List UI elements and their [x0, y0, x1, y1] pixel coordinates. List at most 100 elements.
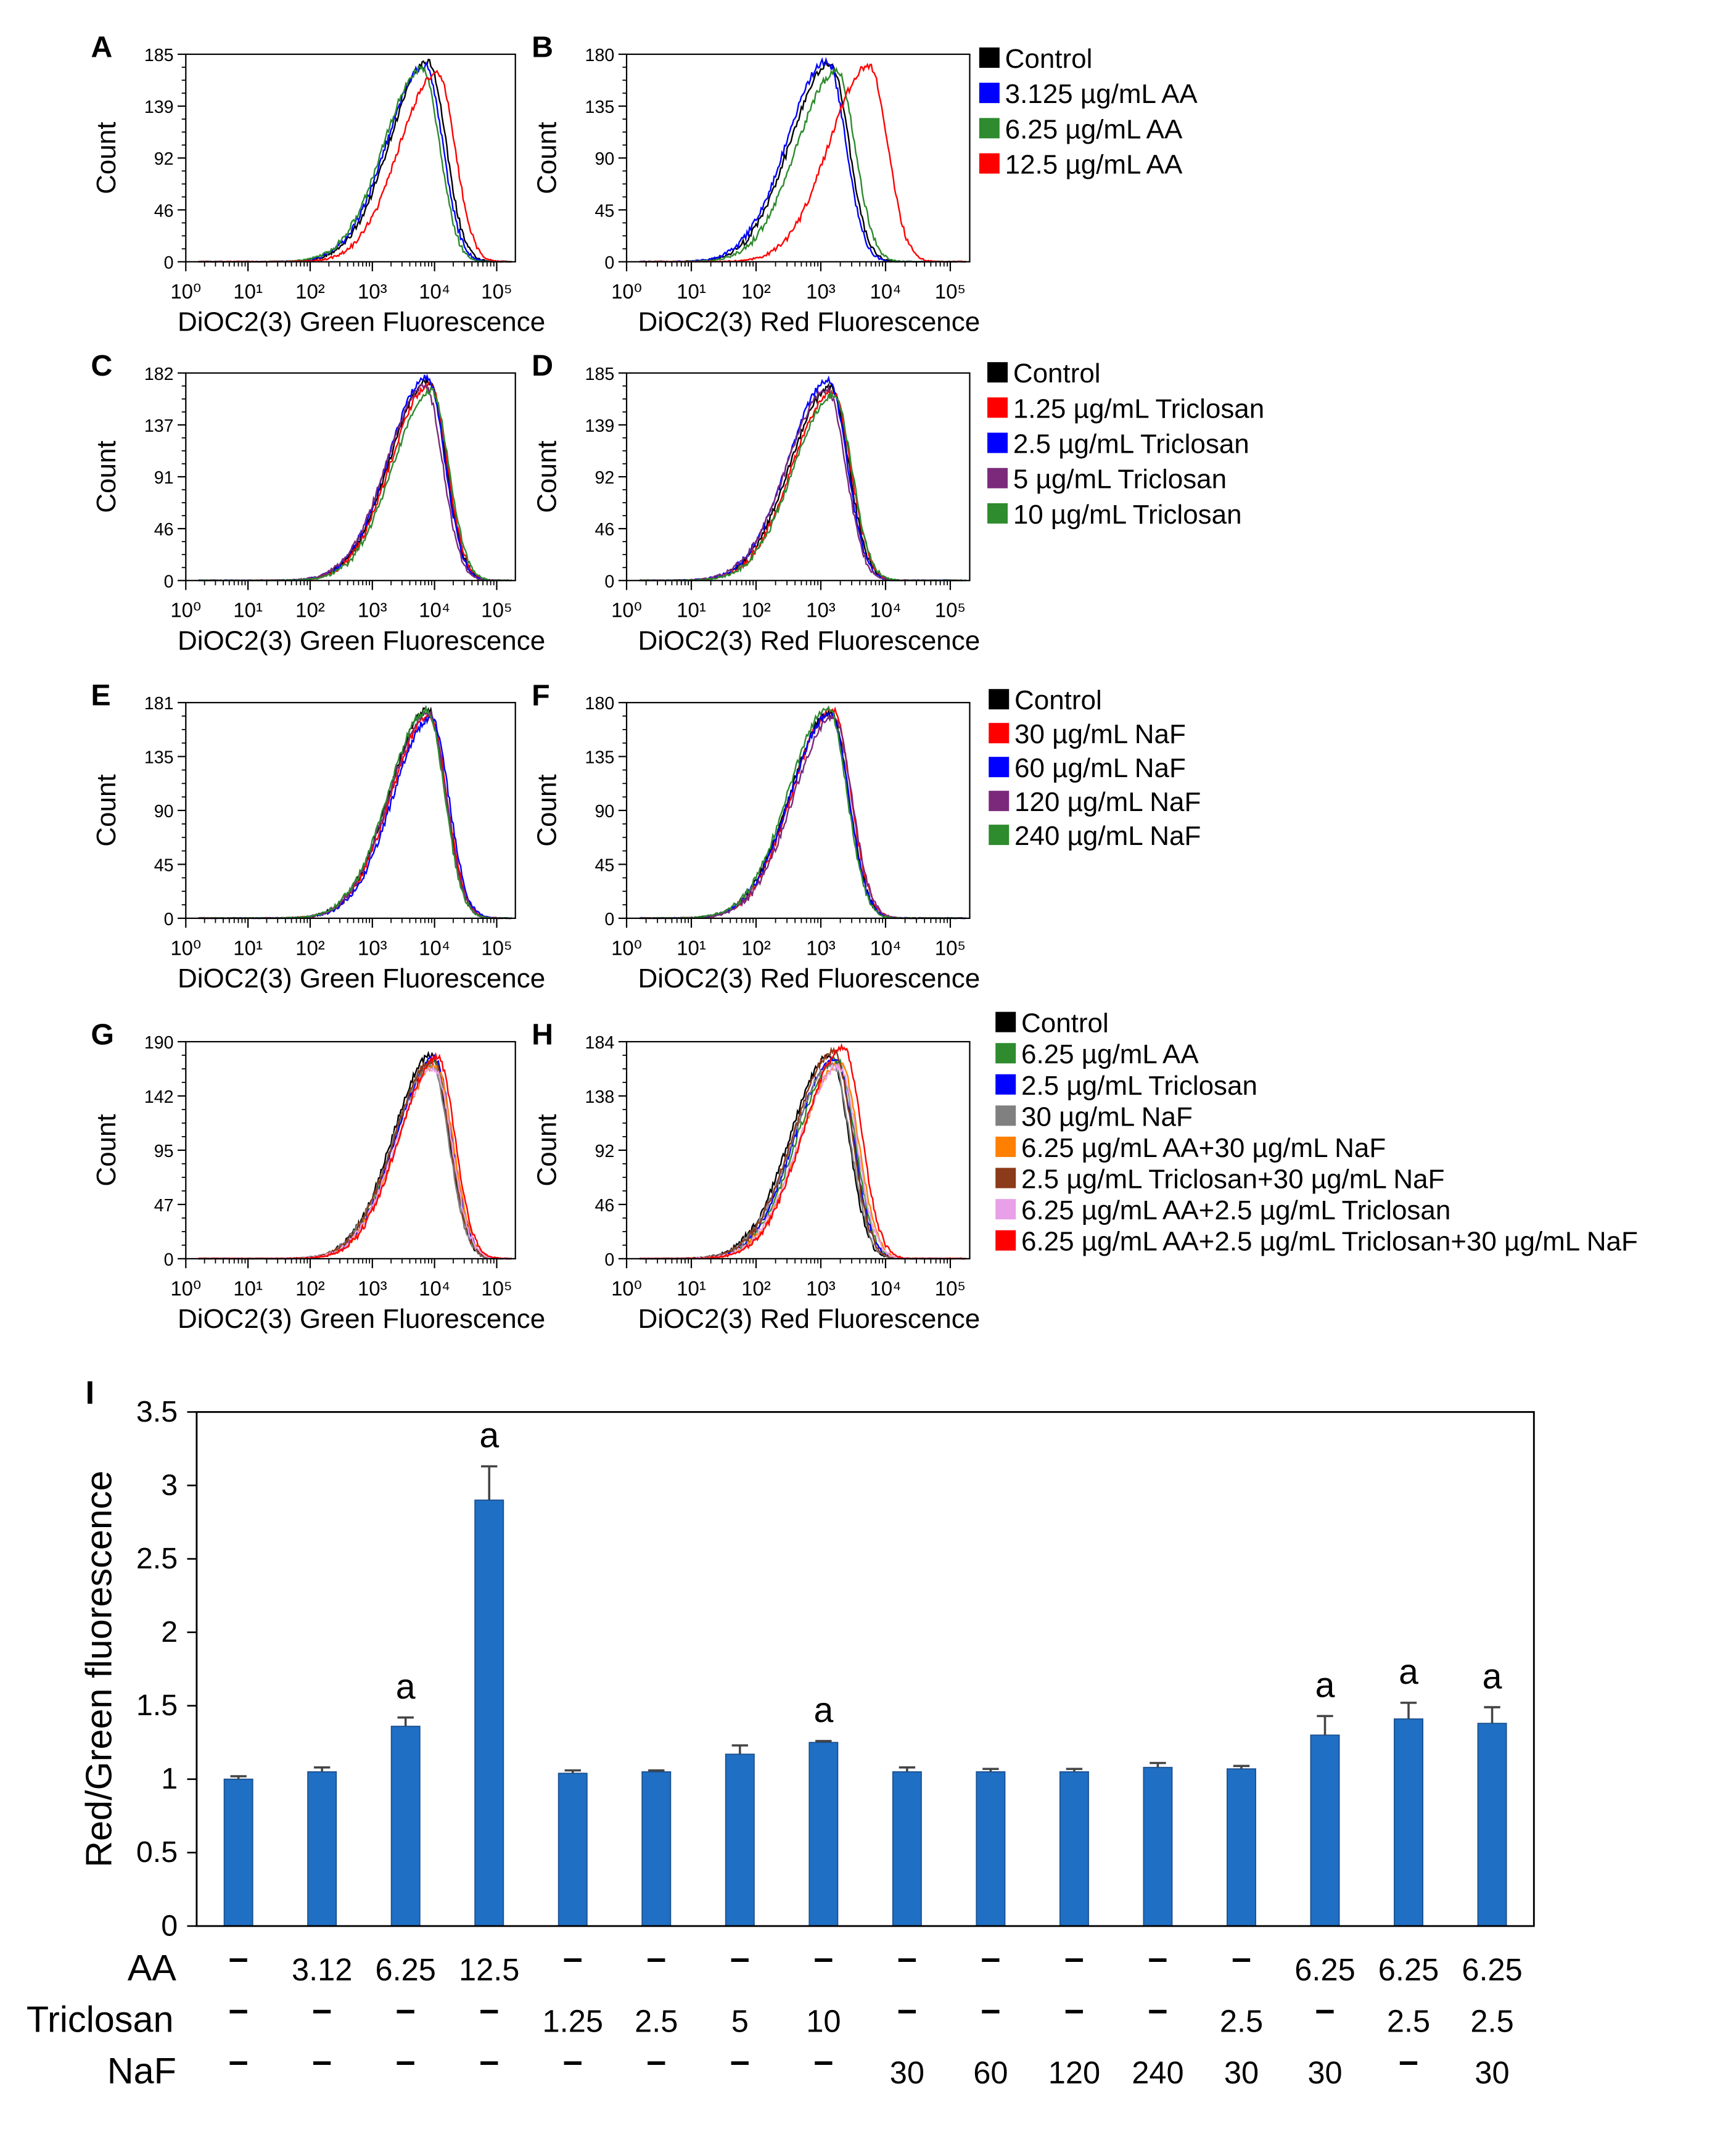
y-tick-label: 46 [594, 1196, 614, 1216]
histogram-series-line [640, 1056, 966, 1260]
y-tick-label: 95 [154, 1142, 174, 1161]
significance-label: a [396, 1667, 416, 1707]
x-tick-label: 10⁵ [481, 936, 512, 959]
y-tick-label: 139 [585, 416, 615, 436]
treatment-cell: – [897, 1938, 917, 1977]
plot-frame [625, 702, 971, 919]
x-tick-label: 10⁵ [935, 1277, 966, 1299]
treatment-cell: 30 [890, 2055, 924, 2090]
bar [223, 1778, 253, 1927]
x-tick-label: 10⁵ [481, 280, 512, 303]
panel-letter: H [532, 1018, 553, 1051]
y-tick-label: 1 [161, 1762, 178, 1795]
legend-swatch [979, 153, 1000, 174]
bar [307, 1771, 337, 1927]
y-tick-label: 181 [144, 694, 174, 714]
significance-label: a [479, 1416, 499, 1456]
panel-letter: I [86, 1375, 95, 1411]
x-axis-label: DiOC2(3) Green Fluorescence [178, 1304, 545, 1334]
x-tick-label: 10⁴ [870, 1277, 902, 1299]
legend-swatch [979, 83, 1000, 104]
legend-group-3: Control 30 µg/mL NaF 60 µg/mL NaF 120 µg/mL… [989, 685, 1201, 851]
treatment-cell: – [981, 1938, 1000, 1977]
plot-frame [625, 372, 971, 582]
treatment-cell: – [1148, 1990, 1168, 2029]
treatment-cell: 2.5 [1470, 2003, 1513, 2038]
treatment-cell: – [813, 1938, 833, 1977]
y-tick-label: 0 [161, 1909, 178, 1942]
histogram-series-line [639, 382, 966, 582]
x-tick-label: 10¹ [233, 1277, 263, 1299]
x-tick-label: 10³ [358, 936, 387, 959]
x-tick-label: 10⁰ [170, 1277, 201, 1299]
plot-frame [185, 702, 516, 919]
significance-label: a [813, 1691, 833, 1730]
x-axis-label: DiOC2(3) Green Fluorescence [178, 963, 545, 994]
bar [808, 1742, 839, 1927]
bar [474, 1499, 504, 1927]
y-tick-label: 46 [154, 201, 174, 221]
legend-swatch [989, 791, 1010, 812]
x-tick-label: 10² [295, 280, 325, 303]
legend-entry: 1.25 µg/mL Triclosan [1013, 393, 1264, 424]
legend-entry: 12.5 µg/mL AA [1005, 150, 1183, 180]
treatment-cell: – [730, 2041, 750, 2080]
treatment-cell: – [229, 1990, 249, 2029]
y-tick-label: 90 [594, 149, 614, 169]
treatment-cell: 6.25 [1378, 1952, 1439, 1987]
treatment-cell: 2.5 [1220, 2003, 1263, 2038]
y-tick-label: 0 [164, 1250, 174, 1270]
legend-swatch [979, 47, 1000, 68]
legend-entry: Control [1005, 44, 1093, 74]
histogram-series-line [639, 1043, 966, 1260]
y-tick-label: 1.5 [136, 1689, 178, 1722]
histogram-series-line [640, 1053, 966, 1260]
treatment-cell: – [312, 1990, 332, 2029]
treatment-cell: 2.5 [1387, 2003, 1430, 2038]
treatment-cell: – [563, 2041, 583, 2080]
treatment-cell: 30 [1475, 2055, 1509, 2090]
legend-entry: 6.25 µg/mL AA [1021, 1039, 1199, 1069]
histogram-panel-F: F 0 45 90 135 180 10⁰ 10¹ 10² 10³ 10⁴ 10⁵ DiOC2(3) R… [532, 679, 980, 994]
y-axis-label: Count [532, 1114, 562, 1186]
histogram-panel-B: B 0 45 90 135 180 10⁰ 10¹ 10² 10³ 10⁴ 10⁵ DiOC2(3) R… [532, 30, 980, 337]
y-tick-label: 91 [154, 468, 174, 488]
x-tick-label: 10⁵ [935, 599, 966, 622]
legend-swatch [987, 503, 1008, 524]
histogram-series-line [639, 375, 966, 582]
legend-entry: 120 µg/mL NaF [1014, 787, 1201, 817]
legend-entry: 6.25 µg/mL AA+30 µg/mL NaF [1021, 1133, 1386, 1163]
legend-swatch [987, 467, 1008, 488]
y-tick-label: 135 [585, 748, 615, 768]
significance-label: a [1315, 1666, 1335, 1705]
legend-entry: 2.5 µg/mL Triclosan [1013, 429, 1249, 459]
x-tick-label: 10⁵ [481, 599, 512, 622]
x-tick-label: 10⁴ [419, 1277, 450, 1299]
treatment-cell: – [229, 1938, 249, 1977]
legend-entry: 3.125 µg/mL AA [1005, 79, 1198, 109]
x-tick-label: 10¹ [677, 936, 706, 959]
x-tick-label: 10³ [358, 1277, 387, 1299]
x-tick-label: 10⁰ [611, 599, 642, 622]
x-tick-label: 10¹ [233, 936, 263, 959]
treatment-cell: – [646, 1938, 666, 1977]
figure-root: A 0 46 92 139 185 10⁰ 10¹ 10² 10³ 10⁴ 10⁵ DiOC2(3) G… [27, 30, 1638, 2091]
y-tick-label: 46 [594, 520, 614, 540]
y-tick-label: 3.5 [136, 1395, 178, 1428]
legend-entry: 6.25 µg/mL AA+2.5 µg/mL Triclosan+30 µg/… [1021, 1227, 1638, 1257]
legend-swatch [995, 1011, 1016, 1032]
histogram-series-line [198, 61, 512, 263]
plot-frame [625, 53, 971, 263]
treatment-cell: 6.25 [1462, 1952, 1522, 1987]
treatment-cell: 12.5 [459, 1952, 519, 1987]
legend-entry: Control [1021, 1008, 1109, 1039]
treatment-row-label: NaF [107, 2050, 176, 2091]
legend-swatch [989, 825, 1010, 846]
y-tick-label: 142 [144, 1087, 174, 1107]
legend-entry: Control [1013, 358, 1101, 389]
x-tick-label: 10³ [358, 599, 387, 622]
treatment-cell: – [981, 1990, 1000, 2029]
y-tick-label: 190 [144, 1033, 174, 1053]
histogram-series-line [639, 61, 966, 263]
